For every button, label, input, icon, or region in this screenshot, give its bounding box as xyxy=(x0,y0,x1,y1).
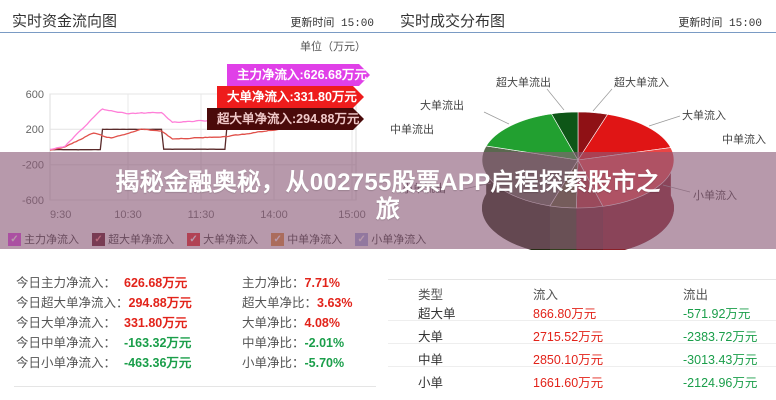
svg-text:中单流入: 中单流入 xyxy=(722,132,766,146)
svg-text:600: 600 xyxy=(26,89,44,101)
svg-text:超大单流出: 超大单流出 xyxy=(496,75,551,89)
svg-text:200: 200 xyxy=(26,124,44,136)
svg-text:中单流出: 中单流出 xyxy=(390,122,434,136)
svg-text:超大单流入: 超大单流入 xyxy=(614,75,669,89)
svg-text:大单流入: 大单流入 xyxy=(682,108,726,122)
svg-text:大单流出: 大单流出 xyxy=(420,98,464,112)
